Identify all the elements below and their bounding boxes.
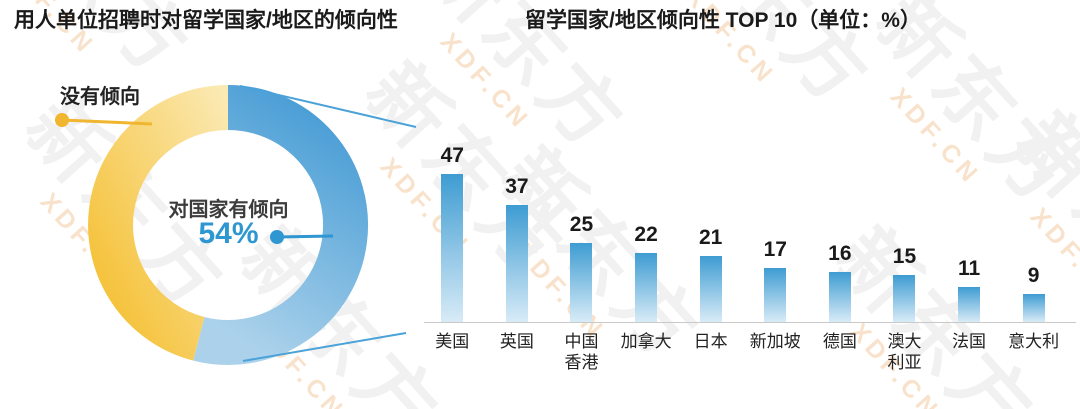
- bar-group: 22 加拿大: [614, 0, 679, 351]
- bar-group: 17 新加坡: [743, 0, 808, 351]
- bar-category-label: 新加坡: [749, 332, 801, 351]
- bar: [828, 272, 851, 322]
- bar-group: 11 法国: [937, 0, 1002, 351]
- bar-group: 21 日本: [678, 0, 743, 351]
- bar-value-label: 17: [763, 238, 787, 261]
- no-preference-dot: [55, 113, 69, 127]
- bar-category-label: 中国 香港: [564, 332, 599, 372]
- donut-segment-no-preference: [88, 85, 229, 361]
- has-preference-dot: [270, 230, 284, 244]
- bar-group: 47 美国: [420, 0, 485, 351]
- bar: [699, 256, 722, 322]
- bar-group: 37 英国: [485, 0, 550, 351]
- bar-category-label: 英国: [499, 332, 534, 351]
- bar: [635, 253, 658, 322]
- bar-category-label: 德国: [822, 332, 857, 351]
- bar-value-label: 37: [505, 175, 529, 198]
- bar-value-label: 47: [440, 144, 464, 167]
- bar-category-label: 澳大 利亚: [887, 332, 922, 372]
- has-preference-leader-line: [276, 234, 334, 239]
- bar: [570, 243, 593, 322]
- bar-category-label: 加拿大: [620, 332, 672, 351]
- donut-segment-has-preference: [193, 85, 369, 365]
- bar-category-label: 意大利: [1008, 332, 1060, 351]
- donut-center-label: 对国家有倾向: [168, 199, 289, 221]
- bar-category-label: 法国: [952, 332, 987, 351]
- bar-group: 16 德国: [808, 0, 873, 351]
- bar-value-label: 15: [892, 245, 917, 268]
- bar-chart-baseline: [424, 322, 1076, 323]
- bar-value-label: 11: [957, 257, 981, 280]
- bar-category-label: 美国: [435, 332, 470, 351]
- bar-group: 15 澳大 利亚: [872, 0, 937, 372]
- bar-chart-plot-area: 47 美国 37 英国 25 中国 香港 22 加拿大 21 日本 17 新加坡 16 德国 15 澳大 利亚…: [420, 0, 1066, 372]
- bar: [505, 205, 528, 322]
- bar: [893, 275, 916, 322]
- bar-value-label: 9: [1027, 264, 1040, 287]
- bar-value-label: 21: [698, 226, 723, 249]
- donut-chart-title: 用人单位招聘时对留学国家/地区的倾向性: [14, 9, 398, 32]
- bar: [441, 174, 464, 322]
- donut-to-bars-connector-bottom: [242, 332, 407, 362]
- bar-group: 25 中国 香港: [549, 0, 614, 372]
- bar-group: 9 意大利: [1001, 0, 1066, 351]
- bar-value-label: 16: [828, 242, 852, 265]
- bar: [1022, 294, 1045, 322]
- bar-value-label: 25: [569, 213, 594, 236]
- bar-value-label: 22: [634, 223, 658, 246]
- donut-to-bars-connector-top: [239, 85, 417, 128]
- no-preference-leader-line: [61, 118, 153, 126]
- bar: [764, 268, 787, 322]
- bar-category-label: 日本: [693, 332, 728, 351]
- bar: [958, 287, 981, 322]
- no-preference-label: 没有倾向: [60, 86, 140, 108]
- bar-chart-title: 留学国家/地区倾向性 TOP 10（单位：%）: [525, 9, 921, 32]
- donut-center-value: 54%: [198, 217, 259, 250]
